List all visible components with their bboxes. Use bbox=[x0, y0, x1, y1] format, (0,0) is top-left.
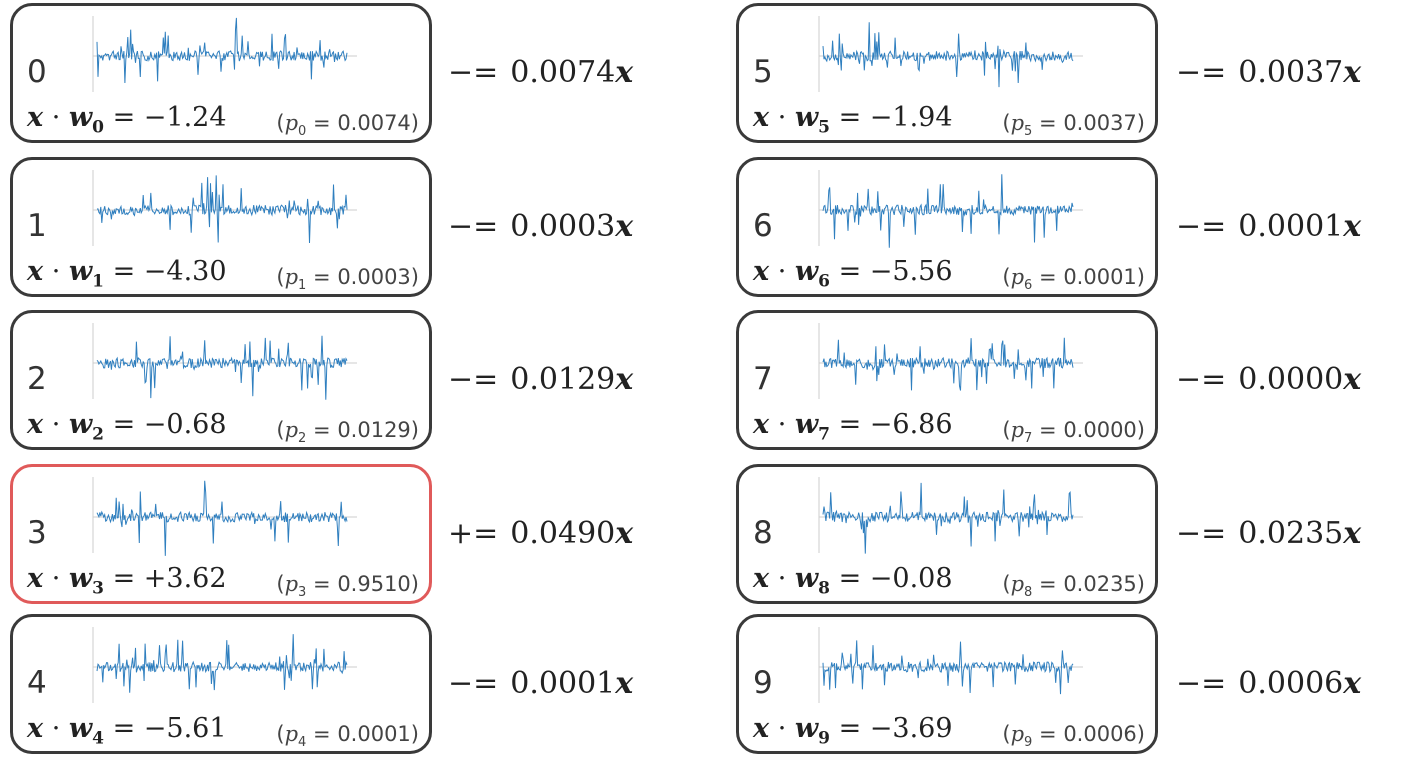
dot-product-expression: x · w7 = −6.86 bbox=[753, 409, 953, 445]
dot-product-value: −1.24 bbox=[143, 102, 227, 133]
spark-trace bbox=[96, 480, 348, 556]
probability-label: (p0 = 0.0074) bbox=[276, 111, 419, 140]
weight-update-0: −= 0.0074x bbox=[448, 55, 634, 90]
class-panel-3: 3 x · w3 = +3.62 (p3 = 0.9510) bbox=[10, 464, 432, 604]
probability-label: (p6 = 0.0001) bbox=[1002, 265, 1145, 294]
dot-product-value: −0.08 bbox=[869, 563, 953, 594]
class-panel-5: 5 x · w5 = −1.94 (p5 = 0.0037) bbox=[736, 3, 1158, 143]
weight-update-1: −= 0.0003x bbox=[448, 209, 634, 244]
dot-product-value: −5.61 bbox=[143, 713, 227, 744]
dot-product-expression: x · w5 = −1.94 bbox=[753, 102, 953, 138]
weight-sparkline bbox=[92, 16, 357, 92]
class-panel-9: 9 x · w9 = −3.69 (p9 = 0.0006) bbox=[736, 614, 1158, 754]
weight-update-2: −= 0.0129x bbox=[448, 362, 634, 397]
weight-sparkline bbox=[818, 323, 1083, 399]
spark-trace bbox=[96, 634, 348, 693]
spark-trace bbox=[822, 174, 1074, 248]
dot-product-value: −3.69 bbox=[869, 713, 953, 744]
class-panel-8: 8 x · w8 = −0.08 (p8 = 0.0235) bbox=[736, 464, 1158, 604]
weight-update-9: −= 0.0006x bbox=[1176, 666, 1362, 701]
dot-product-value: −5.56 bbox=[869, 256, 953, 287]
probability-label: (p5 = 0.0037) bbox=[1002, 111, 1145, 140]
class-panel-6: 6 x · w6 = −5.56 (p6 = 0.0001) bbox=[736, 157, 1158, 297]
spark-trace bbox=[822, 22, 1074, 88]
dot-product-value: −4.30 bbox=[143, 256, 227, 287]
class-panel-4: 4 x · w4 = −5.61 (p4 = 0.0001) bbox=[10, 614, 432, 754]
probability-label: (p2 = 0.0129) bbox=[276, 418, 419, 447]
class-index-label: 4 bbox=[27, 665, 47, 701]
dot-product-expression: x · w0 = −1.24 bbox=[27, 102, 227, 138]
dot-product-expression: x · w2 = −0.68 bbox=[27, 409, 227, 445]
spark-trace bbox=[822, 640, 1074, 695]
weight-sparkline bbox=[818, 16, 1083, 92]
spark-trace bbox=[822, 337, 1074, 391]
spark-trace bbox=[96, 335, 348, 400]
weight-sparkline bbox=[92, 627, 357, 703]
probability-label: (p8 = 0.0235) bbox=[1002, 572, 1145, 601]
spark-trace bbox=[96, 17, 348, 84]
class-index-label: 2 bbox=[27, 361, 47, 397]
class-panel-0: 0 x · w0 = −1.24 (p0 = 0.0074) bbox=[10, 3, 432, 143]
dot-product-expression: x · w3 = +3.62 bbox=[27, 563, 227, 599]
weight-update-3: += 0.0490x bbox=[448, 516, 634, 551]
weight-sparkline bbox=[92, 170, 357, 246]
dot-product-expression: x · w6 = −5.56 bbox=[753, 256, 953, 292]
weight-sparkline bbox=[92, 323, 357, 400]
class-index-label: 5 bbox=[753, 54, 773, 90]
dot-product-expression: x · w9 = −3.69 bbox=[753, 713, 953, 749]
class-index-label: 0 bbox=[27, 54, 47, 90]
class-panel-1: 1 x · w1 = −4.30 (p1 = 0.0003) bbox=[10, 157, 432, 297]
probability-label: (p1 = 0.0003) bbox=[276, 265, 419, 294]
spark-trace bbox=[96, 175, 348, 244]
dot-product-expression: x · w4 = −5.61 bbox=[27, 713, 227, 749]
class-index-label: 3 bbox=[27, 515, 47, 551]
weight-sparkline bbox=[818, 170, 1083, 248]
weight-sparkline bbox=[92, 477, 357, 556]
dot-product-value: −0.68 bbox=[143, 409, 227, 440]
weight-update-5: −= 0.0037x bbox=[1176, 55, 1362, 90]
dot-product-value: −6.86 bbox=[869, 409, 953, 440]
probability-label: (p3 = 0.9510) bbox=[276, 572, 419, 601]
dot-product-value: −1.94 bbox=[869, 102, 953, 133]
class-panel-2: 2 x · w2 = −0.68 (p2 = 0.0129) bbox=[10, 310, 432, 450]
weight-update-6: −= 0.0001x bbox=[1176, 209, 1362, 244]
spark-trace bbox=[822, 482, 1074, 554]
weight-sparkline bbox=[818, 627, 1083, 703]
class-panel-7: 7 x · w7 = −6.86 (p7 = 0.0000) bbox=[736, 310, 1158, 450]
probability-label: (p7 = 0.0000) bbox=[1002, 418, 1145, 447]
class-index-label: 7 bbox=[753, 361, 773, 397]
dot-product-expression: x · w1 = −4.30 bbox=[27, 256, 227, 292]
weight-update-8: −= 0.0235x bbox=[1176, 516, 1362, 551]
class-index-label: 6 bbox=[753, 208, 773, 244]
class-index-label: 8 bbox=[753, 515, 773, 551]
weight-sparkline bbox=[818, 477, 1083, 554]
probability-label: (p9 = 0.0006) bbox=[1002, 722, 1145, 751]
class-index-label: 9 bbox=[753, 665, 773, 701]
probability-label: (p4 = 0.0001) bbox=[276, 722, 419, 751]
dot-product-value: +3.62 bbox=[143, 563, 227, 594]
class-index-label: 1 bbox=[27, 208, 47, 244]
weight-update-4: −= 0.0001x bbox=[448, 666, 634, 701]
dot-product-expression: x · w8 = −0.08 bbox=[753, 563, 953, 599]
weight-update-7: −= 0.0000x bbox=[1176, 362, 1362, 397]
